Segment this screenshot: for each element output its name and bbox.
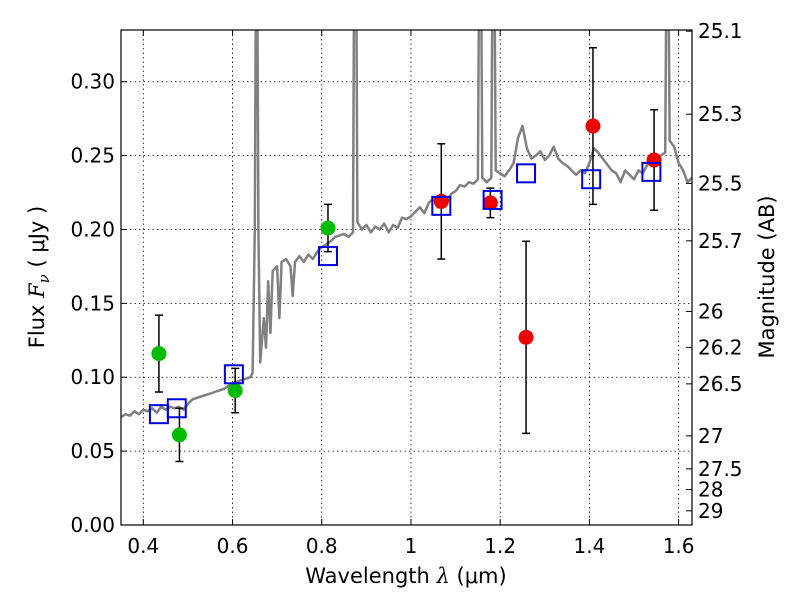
y-axis: 0.00 0.05 0.10 0.15 0.20 0.25 0.30 xyxy=(70,70,127,537)
model-marker xyxy=(431,195,452,216)
y2-tick-label: 27.5 xyxy=(698,457,743,481)
x-tick-label: 0.6 xyxy=(217,534,249,558)
x-tick-label: 1.6 xyxy=(663,534,695,558)
y2-tick-label: 25.5 xyxy=(698,171,743,195)
grid-lines xyxy=(121,30,692,526)
y2-tick-label: 25.1 xyxy=(698,19,743,43)
green-data-point xyxy=(171,427,187,443)
y2-tick-label: 27 xyxy=(698,424,723,448)
red-data-point xyxy=(646,152,662,168)
y2-tick-label: 25.7 xyxy=(698,229,743,253)
y-tick-label: 0.15 xyxy=(70,291,115,315)
x-tick-label: 1.4 xyxy=(573,534,605,558)
y-tick-label: 0.10 xyxy=(70,365,115,389)
y2-tick-label: 26.2 xyxy=(698,335,743,359)
y-tick-label: 0.00 xyxy=(70,513,115,537)
model-marker xyxy=(166,398,187,419)
red-data-point xyxy=(518,329,534,345)
green-data-point xyxy=(151,346,167,362)
y2-tick-label: 26 xyxy=(698,299,723,323)
red-data-point xyxy=(482,195,498,211)
y-tick-label: 0.25 xyxy=(70,144,115,168)
green-data-point xyxy=(320,220,336,236)
model-marker xyxy=(223,364,244,385)
model-marker xyxy=(516,163,537,184)
y2-tick-label: 25.3 xyxy=(698,102,743,126)
y2-axis-label: Magnitude (AB) xyxy=(755,195,779,358)
x-tick-label: 0.8 xyxy=(306,534,338,558)
y-tick-label: 0.20 xyxy=(70,217,115,241)
y-tick-label: 0.05 xyxy=(70,439,115,463)
model-marker xyxy=(482,189,503,210)
plot-frame xyxy=(120,29,693,526)
spectrum-line xyxy=(121,30,692,419)
x-tick-label: 1 xyxy=(405,534,418,558)
red-data-point xyxy=(585,118,601,134)
x-tick-label: 0.4 xyxy=(127,534,159,558)
y2-tick-label: 29 xyxy=(698,499,723,523)
y-tick-label: 0.30 xyxy=(70,70,115,94)
y2-tick-label: 28 xyxy=(698,478,723,502)
model-marker xyxy=(317,246,338,267)
y2-tick-label: 26.5 xyxy=(698,372,743,396)
y-axis-label: Flux Fν ( μJy ) xyxy=(25,206,53,348)
model-marker xyxy=(581,169,602,190)
green-data-point xyxy=(227,383,243,399)
x-axis-label: Wavelength λ (μm) xyxy=(305,564,506,588)
data-marks xyxy=(148,46,662,463)
x-tick-label: 1.2 xyxy=(484,534,516,558)
model-marker xyxy=(641,161,662,182)
x-axis: 0.4 0.6 0.8 1 1.2 1.4 1.6 xyxy=(127,30,695,558)
